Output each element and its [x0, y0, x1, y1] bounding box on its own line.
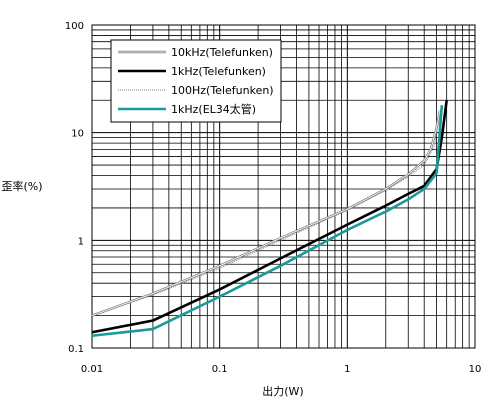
y-tick-label: 10: [71, 129, 84, 140]
series-line-0-inner: [91, 110, 441, 316]
y-tick-label: 1: [78, 236, 84, 247]
legend-label-2: 100Hz(Telefunken): [171, 84, 274, 97]
legend-label-1: 1kHz(Telefunken): [171, 65, 266, 78]
x-tick-label: 10: [469, 364, 482, 375]
legend-label-0: 10kHz(Telefunken): [171, 46, 273, 59]
legend: 10kHz(Telefunken) 1kHz(Telefunken) 100Hz(T…: [110, 39, 282, 123]
y-axis-title: 歪率(%): [1, 179, 42, 193]
y-tick-label: 0.1: [68, 344, 84, 355]
series-line-3: [91, 105, 444, 338]
x-tick-label: 1: [344, 364, 350, 375]
x-tick-label: 0.1: [212, 364, 228, 375]
x-tick-label: 0.01: [81, 364, 103, 375]
x-axis-title: 出力(W): [262, 384, 303, 398]
series-layer: [91, 100, 448, 338]
plot-frame: [91, 24, 476, 349]
series-line-2: [91, 120, 440, 317]
y-tick-label: 100: [65, 21, 84, 32]
tick-labels: 0.01 0.1 1 10 0.1 1 10 100: [65, 21, 481, 375]
legend-label-3: 1kHz(EL34太管): [171, 102, 256, 116]
